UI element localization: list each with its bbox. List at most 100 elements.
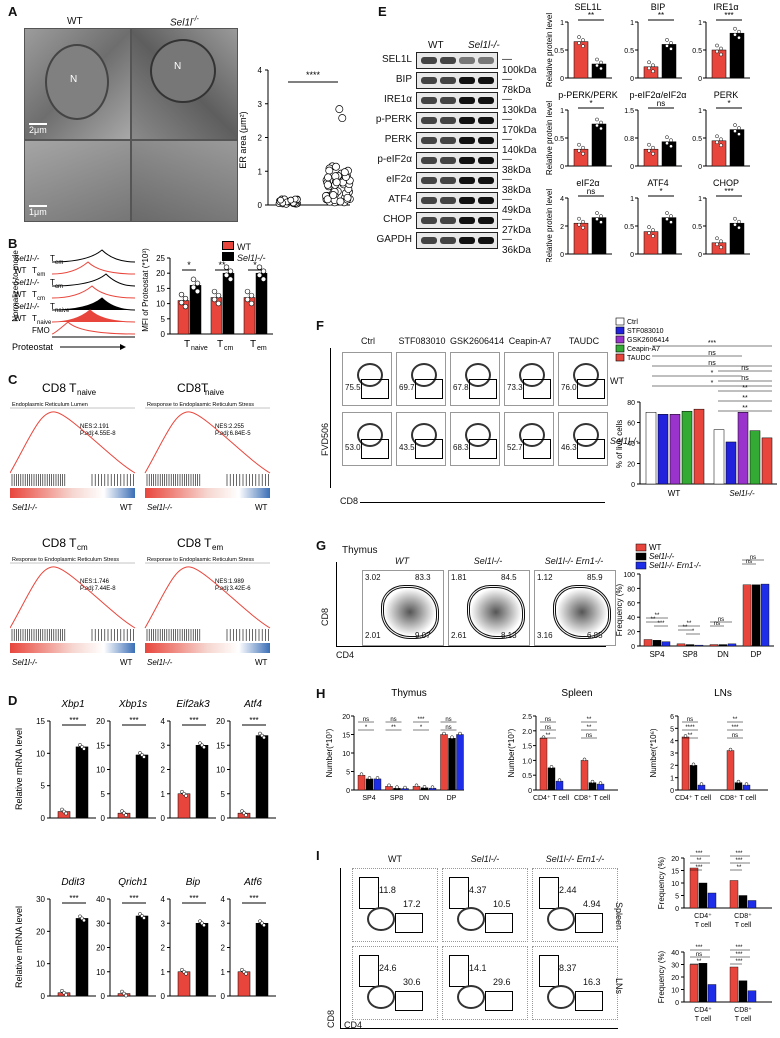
f-ytick-label: 60 bbox=[627, 421, 635, 428]
b-legend: WT Sel1l-/- bbox=[222, 241, 266, 263]
f-flow-plot: 67.8 bbox=[450, 352, 500, 406]
f-legend-label: Ceapin-A7 bbox=[627, 346, 660, 353]
b-hist-row-label: T bbox=[32, 290, 37, 299]
b-point bbox=[215, 300, 222, 307]
d-ytick-label: 0 bbox=[101, 814, 106, 823]
g-quad-value: 1.81 bbox=[451, 573, 467, 582]
e-point bbox=[715, 43, 719, 48]
f-yaxis-label: FVD506 bbox=[320, 422, 330, 456]
i-ylabel: Frequency (%) bbox=[657, 950, 666, 1003]
g-quad-value: 83.3 bbox=[415, 573, 431, 582]
b-hist-row-geno: Sel1l-/- bbox=[14, 254, 40, 263]
em-image-ko-top: N bbox=[131, 28, 238, 140]
e-point bbox=[599, 214, 603, 218]
d-point bbox=[244, 971, 248, 976]
i-flow-plot: 2.44 4.94 bbox=[532, 868, 618, 942]
e-ytick-label: 0 bbox=[630, 76, 634, 83]
h-bar bbox=[547, 767, 556, 791]
i-group-label: T cell bbox=[695, 1016, 712, 1023]
b-hist-curve bbox=[51, 321, 136, 335]
e-point bbox=[595, 123, 599, 128]
h-bar bbox=[440, 734, 448, 791]
i-ytick-label: 20 bbox=[671, 856, 679, 863]
f-bar bbox=[693, 408, 705, 485]
f-bar bbox=[725, 441, 737, 485]
e-point bbox=[581, 44, 585, 48]
a-ko-header: Sel1l-/- bbox=[170, 16, 199, 29]
b-ytick-label: 15 bbox=[156, 284, 165, 293]
e-bar bbox=[591, 123, 607, 167]
g-quad-value: 84.5 bbox=[501, 573, 517, 582]
c-es-curve bbox=[144, 411, 271, 474]
g-sig: ns bbox=[714, 621, 720, 627]
g-flow-plot: 1.12 85.9 3.16 6.85 bbox=[534, 570, 616, 646]
e-ytick-label: 0.8 bbox=[624, 136, 634, 143]
f-ytick-label: 40 bbox=[627, 441, 635, 448]
b-hist-row-label: T bbox=[50, 254, 55, 263]
e-point bbox=[651, 145, 655, 150]
h-chart-title: LNs bbox=[714, 688, 732, 699]
g-quad-value: 3.16 bbox=[537, 631, 553, 640]
f-gate-value: 73.3 bbox=[507, 383, 523, 392]
e-point bbox=[595, 217, 599, 221]
i-cd4-value: 10.5 bbox=[493, 899, 511, 909]
e-ytick-label: 0 bbox=[630, 252, 634, 259]
f-row-ko: Sel1l-/- bbox=[610, 436, 639, 446]
i-flow-plot: 8.37 16.3 bbox=[532, 946, 618, 1020]
i-yaxis-line bbox=[340, 868, 341, 1028]
g-ytick-label: 40 bbox=[627, 615, 635, 622]
e-blot-kda: — 100kDa bbox=[502, 54, 537, 76]
e-sig: ** bbox=[658, 11, 664, 20]
h-sig: * bbox=[420, 725, 423, 731]
a-point-ko bbox=[323, 195, 332, 204]
e-ytick-label: 0 bbox=[560, 164, 564, 171]
b-hist-row-geno: Sel1l-/- bbox=[14, 278, 40, 287]
d-ytick-label: 5 bbox=[221, 790, 226, 799]
panel-d-label: D bbox=[8, 693, 18, 708]
e-ylabel: Relative protein level bbox=[545, 189, 554, 262]
e-point bbox=[599, 120, 603, 125]
g-bar bbox=[751, 584, 761, 647]
f-cond-label: Ctrl bbox=[361, 336, 375, 346]
d-gene-title: Ddit3 bbox=[61, 877, 85, 888]
e-point bbox=[599, 220, 603, 224]
d-ytick-label: 40 bbox=[96, 895, 105, 904]
g-ytick-label: 100 bbox=[623, 572, 635, 579]
b-group-sub: naive bbox=[191, 345, 208, 352]
b-hist-row-label: T bbox=[32, 314, 37, 323]
d-sig: *** bbox=[189, 716, 198, 725]
b-hist-curve bbox=[51, 261, 136, 275]
h-point bbox=[598, 781, 603, 785]
d-bar bbox=[255, 923, 269, 997]
b-hist-row-sub: naive bbox=[37, 320, 52, 326]
e-ytick-label: 0 bbox=[698, 76, 702, 83]
i-group-label: CD8⁺ bbox=[734, 913, 752, 920]
b-point bbox=[211, 296, 218, 303]
e-point bbox=[719, 52, 723, 57]
h-ylabel: Number(*10⁷) bbox=[507, 728, 516, 777]
h-sig: **** bbox=[685, 725, 695, 731]
b-hist-row-label: T bbox=[50, 302, 55, 311]
g-bar bbox=[652, 640, 662, 647]
e-sig: * bbox=[727, 99, 730, 108]
d-point bbox=[124, 993, 128, 998]
i-sample-label: Sel1l-/- Ern1-/- bbox=[545, 854, 605, 864]
h-sig: *** bbox=[417, 717, 425, 723]
e-point bbox=[669, 41, 673, 45]
h-bar bbox=[357, 774, 366, 791]
h-point bbox=[375, 776, 380, 780]
e-point bbox=[719, 46, 723, 51]
d-ytick-label: 30 bbox=[36, 895, 45, 904]
a-wt-header: WT bbox=[67, 16, 83, 27]
f-legend-swatch bbox=[615, 344, 625, 353]
d-ytick-label: 5 bbox=[101, 790, 106, 799]
f-flow-plot: 75.5 bbox=[342, 352, 392, 406]
b-hist-row-sub: em bbox=[55, 260, 63, 266]
b-point bbox=[256, 264, 263, 270]
d-sig: *** bbox=[249, 894, 258, 903]
g-ytick-label: 80 bbox=[627, 586, 635, 593]
b-bar bbox=[243, 297, 256, 335]
g-sig: ** bbox=[687, 621, 692, 627]
e-point bbox=[651, 228, 655, 232]
e-point bbox=[595, 57, 599, 62]
